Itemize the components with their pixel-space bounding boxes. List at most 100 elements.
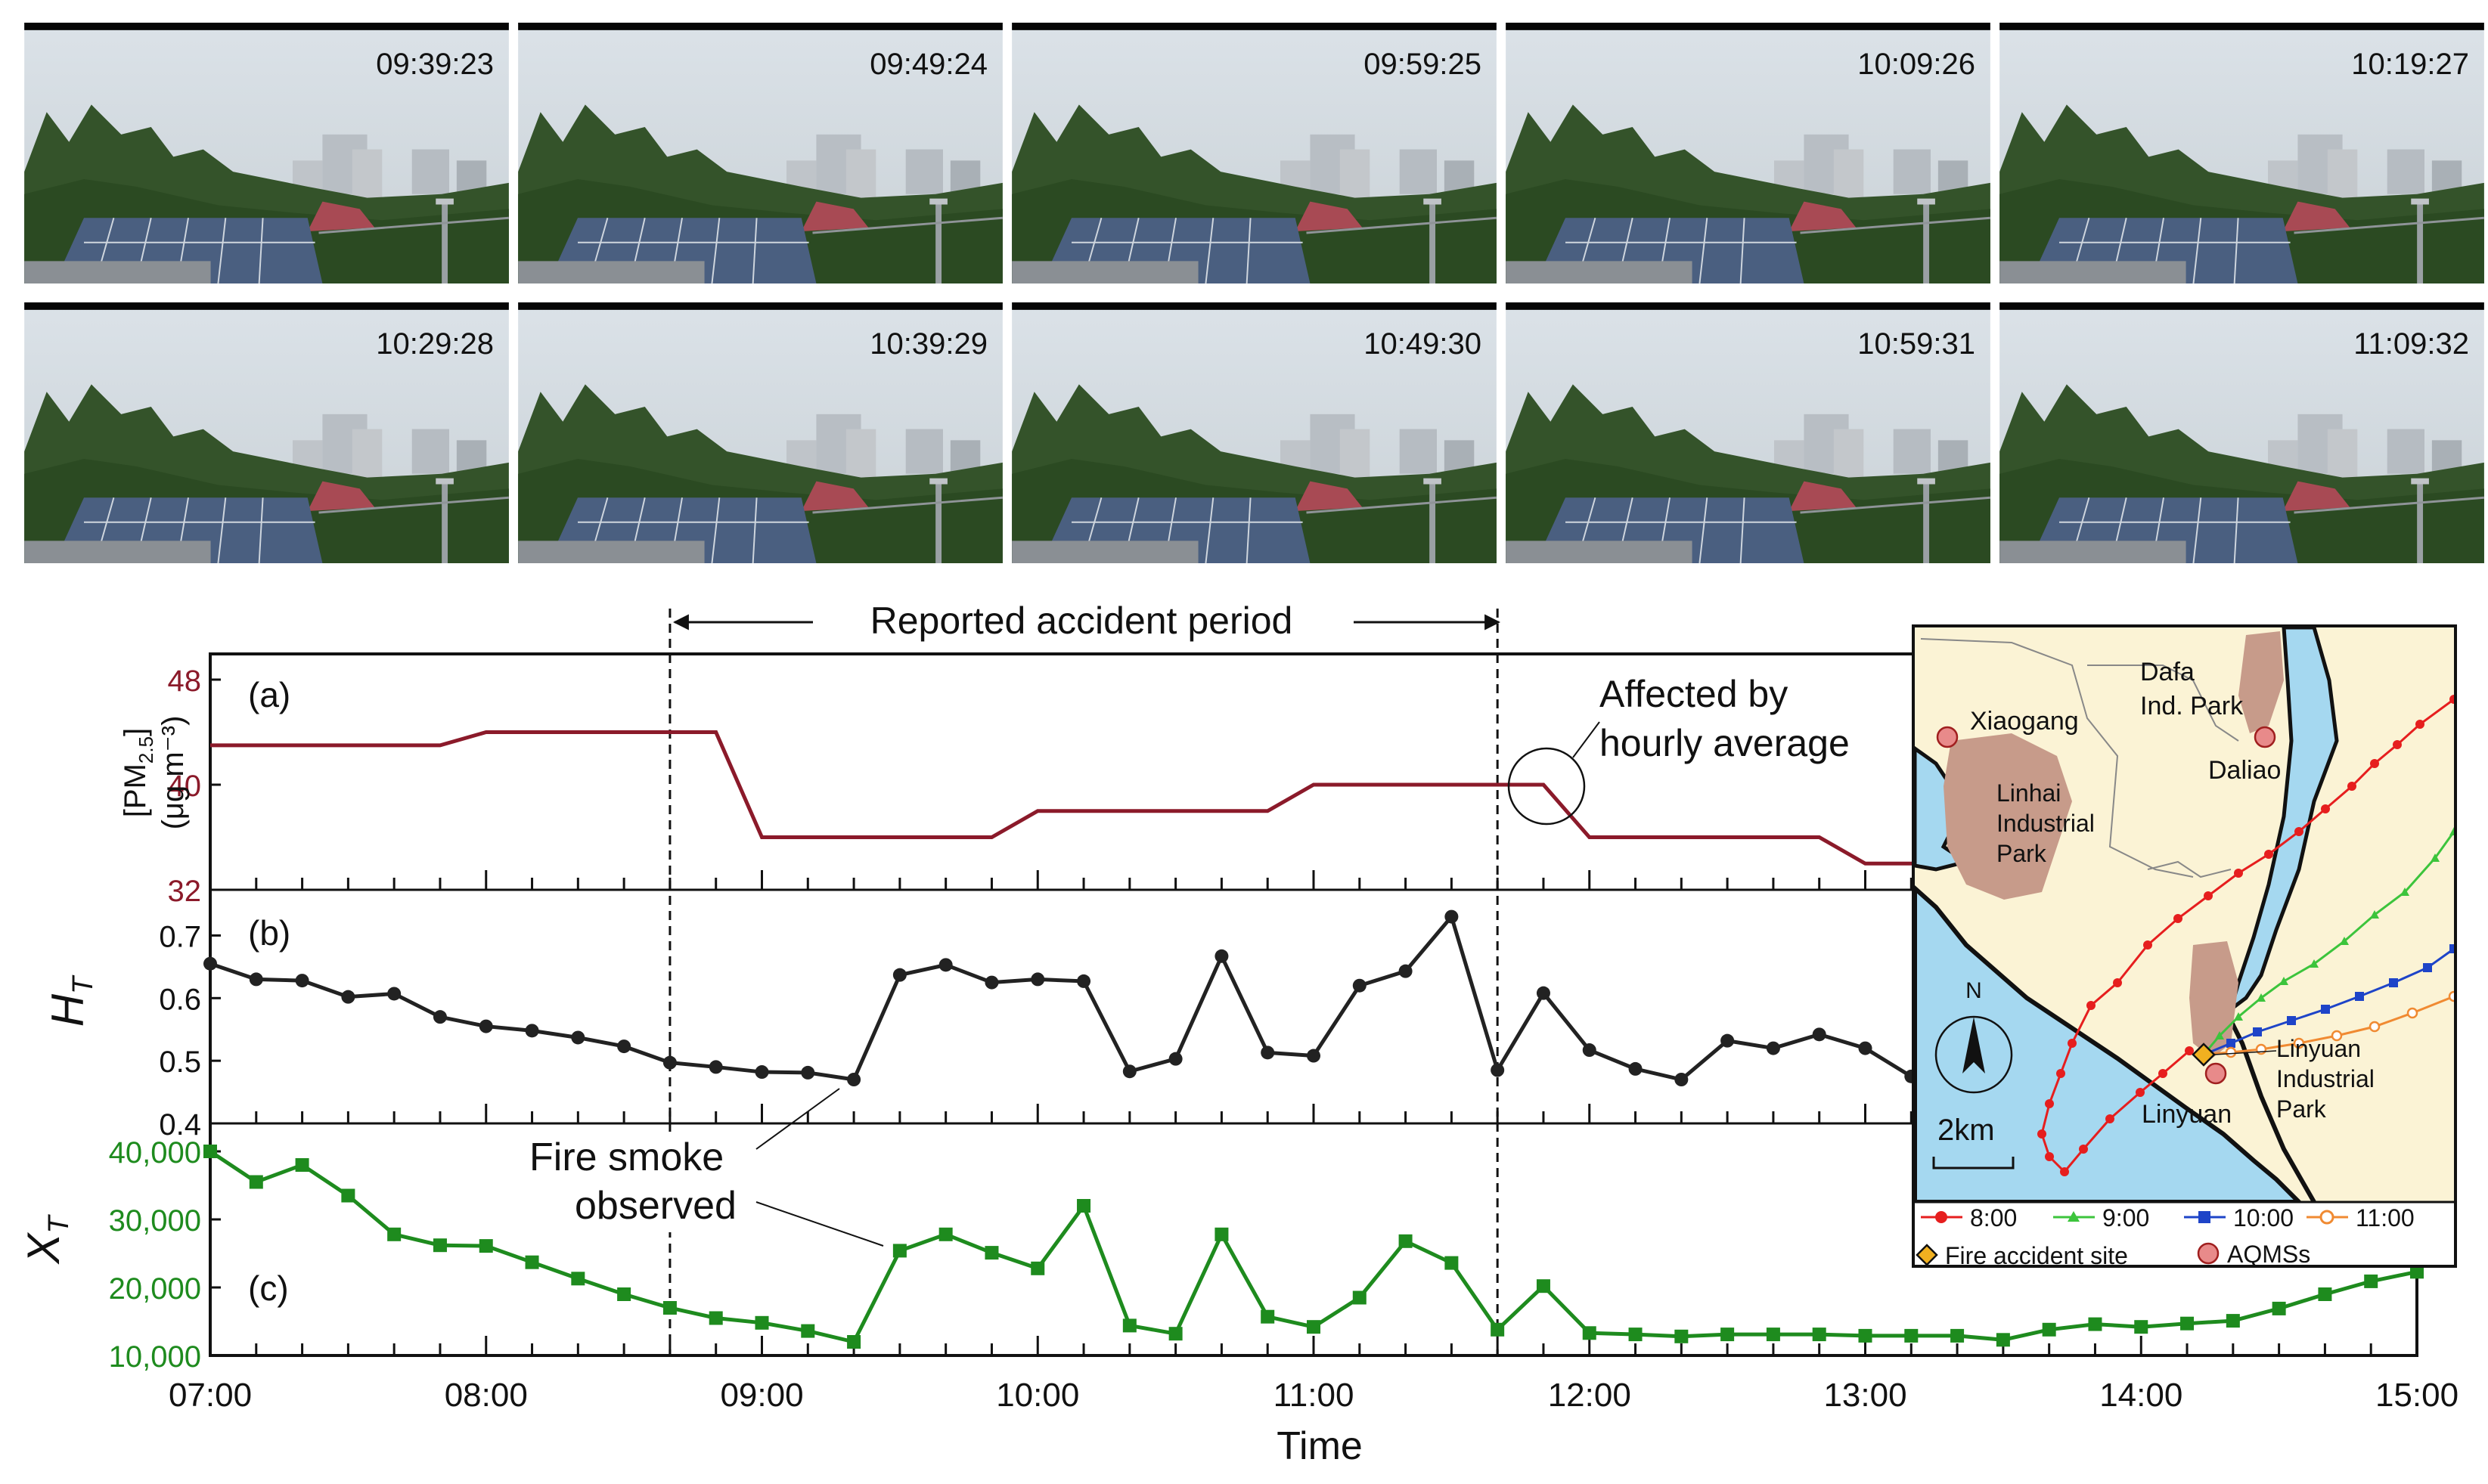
trajectory-marker [2294,827,2303,836]
photo-timestamp: 09:49:24 [870,48,988,81]
map-label-linhai-3: Park [1996,840,2047,867]
x-tick-label: 12:00 [1548,1377,1631,1414]
data-point [2226,1314,2240,1328]
data-point [1031,1261,1045,1275]
trajectory-marker [2370,759,2379,768]
map-boundary-3 [2147,860,2232,878]
trajectory-marker [2310,959,2319,968]
trajectory-marker [2340,937,2349,945]
trajectory-marker [2448,990,2454,1002]
y-tick-label: 0.5 [159,1046,201,1079]
map-label-linyuan-park-1: Linyuan [2276,1035,2361,1062]
data-point [1168,1327,1183,1341]
legend-label: 11:00 [2356,1204,2415,1232]
trajectory-marker [2257,993,2266,1002]
data-point [847,1073,861,1086]
trajectory-marker [2370,910,2379,919]
data-point [985,1246,999,1260]
trajectory-marker [2449,695,2454,704]
scale-label: 2km [1937,1114,1995,1147]
trajectory-marker [2321,804,2330,813]
data-point [1628,1061,1643,1076]
trajectory-marker [2406,1007,2418,1019]
trajectory-marker [2136,1088,2145,1097]
aqms-daliao [2254,726,2276,748]
data-point [203,1145,217,1158]
data-point [2364,1274,2378,1288]
photo-timestamp: 10:09:26 [1857,48,1975,81]
data-point [801,1324,815,1338]
trajectory-marker [2158,1069,2167,1078]
data-point [295,1158,309,1172]
trajectory-marker [2449,944,2454,953]
x-tick-label: 07:00 [169,1377,252,1414]
data-point [571,1272,585,1286]
data-point [1720,1033,1735,1048]
map-legend: 8:00 9:00 10:00 11:00 [1921,1204,2415,1232]
data-point [1491,1322,1505,1337]
legend-marker [2319,1210,2334,1225]
trajectory-marker [2287,1016,2296,1025]
data-point [1168,1052,1183,1066]
map-label-linhai-1: Linhai [1996,779,2061,807]
data-point [295,974,309,988]
data-point [1858,1328,1872,1343]
data-point [662,1055,677,1070]
data-point [1766,1041,1780,1055]
map-label-xiaogang: Xiaogang [1970,707,2079,736]
photo-timestamp: 10:19:27 [2351,48,2469,81]
panel-c-ylabel: XT [18,1214,75,1266]
data-point [1674,1329,1689,1343]
x-tick-label: 15:00 [2375,1377,2459,1414]
data-point [2410,1265,2424,1279]
data-point [1352,1290,1367,1305]
data-point [341,1188,355,1203]
data-point [1812,1027,1826,1042]
data-point [1628,1328,1643,1342]
map-label-linyuan: Linyuan [2142,1100,2232,1129]
trajectory-9:00 [2199,827,2454,1058]
data-point [892,1244,907,1258]
map-label-linyuan-park-3: Park [2276,1095,2327,1123]
x-tick-label: 11:00 [1273,1377,1354,1414]
data-point [938,1227,953,1241]
data-point [1996,1333,2010,1347]
trajectory-marker [2321,1005,2330,1014]
legend-marker [1935,1211,1947,1223]
data-point [1444,1256,1459,1270]
data-point [1720,1328,1735,1342]
legend-aqms-label: AQMSs [2227,1241,2310,1268]
legend-marker [2068,1211,2080,1222]
y-tick-label: 40 [168,770,202,803]
trajectory-marker [2389,978,2398,987]
north-label: N [1965,978,1982,1003]
data-point [525,1024,539,1038]
data-point [1261,1309,1275,1324]
fire-smoke-text-1: Fire smoke [529,1135,724,1179]
trajectory-marker [2215,1031,2224,1039]
data-point [1444,909,1459,924]
accident-period-label: Reported accident period [870,599,1293,642]
data-point [1215,949,1229,963]
data-point [709,1060,723,1074]
data-point [1812,1328,1826,1342]
data-point [433,1010,447,1024]
series-line-b [209,912,1913,1082]
data-point [1122,1318,1137,1333]
panel-a-ylabel-top: [PM2.5] [119,728,157,817]
map-boundary-1 [1920,638,2194,878]
y-tick-label: 48 [168,665,202,698]
trajectory-marker [2045,1099,2054,1108]
data-point [1398,1234,1413,1248]
data-point [1536,986,1550,1000]
x-tick-label: 09:00 [720,1377,803,1414]
trajectory-marker [2423,963,2432,972]
trajectory-marker [2056,1069,2065,1078]
panel-b-ylabel: HT [42,974,99,1027]
map-label-linyuan-park-2: Industrial [2276,1065,2375,1092]
legend-label: 9:00 [2102,1204,2149,1232]
trajectory-marker [2293,1037,2305,1049]
data-point [1491,1063,1505,1077]
